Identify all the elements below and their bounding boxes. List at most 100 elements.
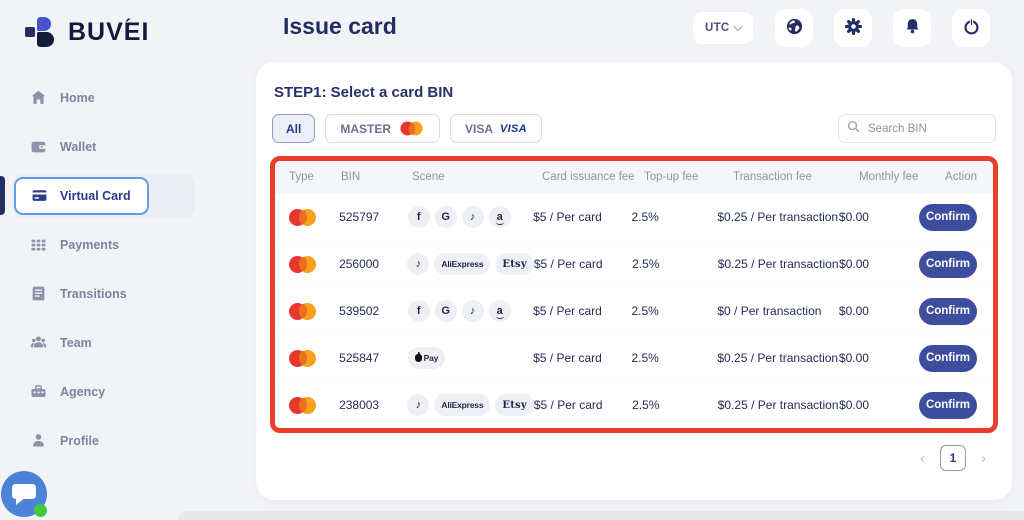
- topup-fee-cell: 2.5%: [631, 351, 659, 365]
- card-issuance-fee-cell: $5 / Per card: [533, 257, 603, 271]
- active-indicator: [0, 176, 5, 215]
- sidebar-item-payments[interactable]: Payments: [0, 220, 210, 269]
- scene-cell: ♪ AliExpress Etsy: [407, 394, 534, 416]
- transaction-fee-cell: $0.25 / Per transaction: [717, 210, 839, 224]
- sidebar-item-home[interactable]: Home: [0, 73, 210, 122]
- step-title: STEP1: Select a card BIN: [274, 84, 454, 101]
- monthly-fee-cell: $0.00: [839, 398, 870, 412]
- table-row: 256000 ♪ AliExpress Etsy $5 / Per card 2.5…: [275, 240, 993, 287]
- next-page-button[interactable]: ›: [981, 449, 986, 467]
- tiktok-icon: ♪: [407, 394, 430, 416]
- column-header: Type: [289, 171, 314, 183]
- prev-page-button[interactable]: ‹: [920, 449, 925, 467]
- mastercard-icon: [289, 302, 316, 320]
- tiktok-icon: ♪: [407, 253, 430, 275]
- sidebar-item-virtual-card[interactable]: Virtual Card: [0, 171, 210, 220]
- filter-visa-button[interactable]: VISA VISA: [450, 114, 542, 143]
- transaction-fee-cell: $0.25 / Per transaction: [717, 398, 839, 412]
- aliexpress-icon: AliExpress: [434, 253, 491, 275]
- confirm-button[interactable]: Confirm: [919, 297, 977, 325]
- topup-fee-cell: 2.5%: [632, 398, 660, 412]
- mastercard-icon: [289, 396, 316, 414]
- column-header: Action: [945, 171, 977, 183]
- action-cell: Confirm: [919, 297, 993, 325]
- bell-icon: [903, 17, 922, 39]
- action-cell: Confirm: [918, 250, 993, 278]
- filter-all-button[interactable]: All: [272, 114, 316, 143]
- header-controls: UTC: [692, 9, 990, 47]
- card-type-cell: [275, 396, 339, 414]
- sidebar-item-label: Transitions: [60, 286, 127, 301]
- highlight-annotation-box: Type BIN Scene Card issuance fee Top-up …: [270, 156, 998, 433]
- search-bin-field[interactable]: [838, 114, 996, 143]
- sidebar-item-agency[interactable]: Agency: [0, 367, 210, 416]
- mastercard-icon: [289, 255, 316, 273]
- scene-cell: Pay: [407, 347, 533, 369]
- aliexpress-icon: AliExpress: [434, 394, 491, 416]
- confirm-button[interactable]: Confirm: [919, 344, 977, 372]
- sidebar-item-label: Agency: [60, 384, 106, 399]
- notifications-button[interactable]: [893, 9, 931, 47]
- tiktok-icon: ♪: [461, 206, 484, 228]
- amazon-icon: a: [488, 300, 511, 322]
- brand-accent-mark: ´: [125, 16, 131, 36]
- content-panel: STEP1: Select a card BIN All MASTER VISA…: [256, 62, 1012, 500]
- sidebar-item-label: Payments: [60, 237, 120, 252]
- amazon-icon: a: [488, 206, 511, 228]
- timezone-select[interactable]: UTC: [692, 11, 754, 45]
- globe-button[interactable]: [775, 9, 813, 47]
- topup-fee-cell: 2.5%: [632, 257, 660, 271]
- visa-logo: VISA: [500, 122, 527, 135]
- filter-row: All MASTER VISA VISA: [272, 114, 996, 143]
- confirm-button[interactable]: Confirm: [918, 250, 977, 278]
- sidebar-item-wallet[interactable]: Wallet: [0, 122, 210, 171]
- confirm-button[interactable]: Confirm: [918, 391, 977, 419]
- tiktok-icon: ♪: [461, 300, 484, 322]
- monthly-fee-cell: $0.00: [838, 304, 869, 318]
- sidebar-item-label: Wallet: [60, 139, 97, 154]
- column-header: Transaction fee: [733, 171, 812, 183]
- action-cell: Confirm: [919, 344, 993, 372]
- bottom-strip: [178, 511, 1024, 520]
- filter-label: VISA: [465, 121, 494, 136]
- filter-label: MASTER: [340, 121, 392, 136]
- power-button[interactable]: [952, 9, 990, 47]
- active-pill: Virtual Card: [13, 173, 195, 218]
- card-type-cell: [275, 208, 339, 226]
- transaction-fee-cell: $0.25 / Per transaction: [717, 257, 839, 271]
- google-icon: G: [434, 206, 457, 228]
- filter-master-button[interactable]: MASTER: [325, 114, 441, 143]
- monthly-fee-cell: $0.00: [839, 257, 870, 271]
- sidebar-item-team[interactable]: Team: [0, 318, 210, 367]
- google-icon: G: [434, 300, 457, 322]
- etsy-icon: Etsy: [495, 253, 534, 275]
- scene-cell: f G ♪ a: [407, 206, 533, 228]
- transitions-icon: [30, 285, 47, 302]
- payments-icon: [30, 236, 47, 253]
- table-row: 525797 f G ♪ a $5 / Per card 2.5% $0.25 / P…: [275, 193, 993, 240]
- search-bin-input[interactable]: [866, 121, 987, 136]
- wallet-icon: [30, 138, 47, 155]
- chat-widget-button[interactable]: [1, 471, 47, 517]
- settings-button[interactable]: [834, 9, 872, 47]
- sidebar-item-label: Home: [60, 90, 95, 105]
- filter-label: All: [286, 121, 302, 136]
- facebook-icon: f: [407, 206, 430, 228]
- transaction-fee-cell: $0 / Per transaction: [717, 304, 822, 318]
- sidebar-item-label: Team: [60, 335, 92, 350]
- virtual-card-icon: [31, 187, 48, 204]
- brand-logo: BUVEI ´: [24, 14, 149, 50]
- column-header: BIN: [341, 171, 361, 183]
- sidebar-item-profile[interactable]: Profile: [0, 416, 210, 465]
- mastercard-icon: [289, 349, 316, 367]
- bin-cell: 238003: [339, 398, 380, 412]
- sidebar: BUVEI ´ Home Wallet Virtual Card Pay: [0, 0, 210, 520]
- table-body: 525797 f G ♪ a $5 / Per card 2.5% $0.25 / P…: [275, 193, 993, 428]
- page-number-button[interactable]: 1: [940, 445, 966, 471]
- monthly-fee-cell: $0.00: [838, 351, 869, 365]
- action-cell: Confirm: [919, 203, 993, 231]
- chevron-down-icon: [733, 19, 743, 37]
- confirm-button[interactable]: Confirm: [919, 203, 977, 231]
- sidebar-item-transitions[interactable]: Transitions: [0, 269, 210, 318]
- topup-fee-cell: 2.5%: [631, 304, 659, 318]
